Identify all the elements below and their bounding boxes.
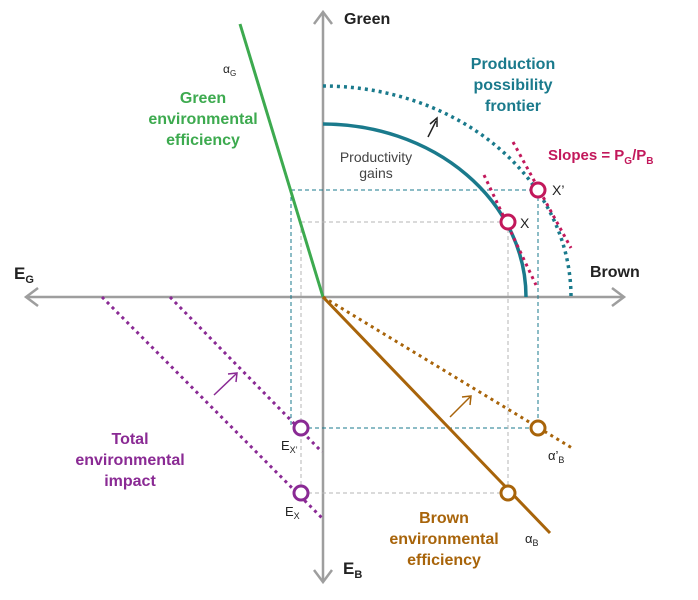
axis-arrow-left — [23, 287, 39, 307]
label-alpha-b-prime: α’B — [548, 448, 564, 465]
svg-text:Total: Total — [111, 431, 148, 448]
svg-text:environmental: environmental — [148, 111, 257, 128]
point-ex-prime — [292, 419, 310, 437]
label-green-axis: Green — [344, 11, 390, 28]
ppf-label: Production possibility frontier — [471, 56, 555, 115]
axis-arrow-right — [611, 287, 627, 307]
point-x — [499, 213, 517, 231]
svg-text:Brown: Brown — [419, 510, 469, 527]
point-x-prime — [529, 181, 547, 199]
ppf-curve — [322, 122, 528, 298]
svg-text:environmental: environmental — [389, 531, 498, 548]
productivity-arrow — [427, 116, 438, 138]
svg-text:gains: gains — [359, 165, 392, 181]
ppf-curve-shifted — [322, 84, 573, 298]
svg-text:possibility: possibility — [473, 77, 552, 94]
total-impact-line-inner — [168, 295, 324, 454]
svg-text:Productivity: Productivity — [340, 149, 412, 165]
label-slopes: Slopes = PG/PB — [548, 147, 654, 167]
label-ex: EX — [285, 504, 300, 521]
slope-tangent-xprime — [511, 141, 573, 249]
x-guides — [300, 221, 509, 494]
productivity-label: Productivity gains — [340, 149, 412, 181]
point-ex — [292, 484, 310, 502]
label-x-prime: X’ — [552, 182, 564, 198]
xprime-guides — [290, 189, 539, 429]
total-impact-line-outer — [100, 295, 324, 520]
label-ex-prime: EX’ — [281, 438, 298, 455]
green-efficiency-line — [238, 23, 325, 298]
point-b — [499, 484, 517, 502]
svg-text:efficiency: efficiency — [166, 132, 240, 149]
svg-text:Green: Green — [180, 90, 226, 107]
impact-shift-arrow — [213, 372, 238, 396]
green-efficiency-label: Green environmental efficiency — [148, 90, 257, 149]
brown-efficiency-label: Brown environmental efficiency — [389, 510, 498, 569]
svg-text:Production: Production — [471, 56, 555, 73]
point-b-prime — [529, 419, 547, 437]
axis-arrow-bottom — [313, 569, 333, 585]
label-eb-axis: EB — [343, 559, 362, 581]
svg-text:frontier: frontier — [485, 98, 541, 115]
svg-text:impact: impact — [104, 473, 156, 490]
label-alpha-g: αG — [223, 62, 236, 78]
label-x: X — [520, 215, 530, 231]
svg-text:efficiency: efficiency — [407, 552, 481, 569]
label-brown-axis: Brown — [590, 264, 640, 281]
total-impact-label: Total environmental impact — [75, 431, 184, 490]
svg-text:environmental: environmental — [75, 452, 184, 469]
axis-arrow-top — [313, 9, 333, 25]
label-alpha-b: αB — [525, 531, 539, 548]
brown-shift-arrow — [449, 395, 472, 418]
label-eg-axis: EG — [14, 264, 34, 286]
